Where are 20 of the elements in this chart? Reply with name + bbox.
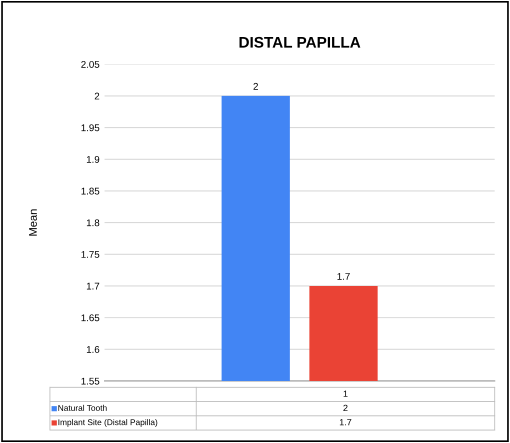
text: 1.7 (340, 419, 352, 426)
x-tick-label: 1 (344, 390, 348, 397)
y-tick-label: 1.95 (82, 124, 100, 132)
y-tick-label: 1.65 (82, 314, 100, 322)
y-tick-label: 2.05 (81, 60, 100, 68)
y-tick-label: 1.6 (86, 346, 100, 353)
text: 2 (343, 404, 348, 412)
y-tick-label: 1.8 (86, 219, 100, 226)
y-tick-label: 1.55 (82, 378, 100, 385)
y-axis-title: Mean (29, 209, 37, 236)
y-tick-label: 2 (94, 92, 100, 100)
y-tick-label: 1.9 (86, 156, 100, 163)
chart-title: DISTAL PAPILLA (240, 36, 360, 48)
y-tick-label: 1.75 (82, 251, 100, 258)
legend-label: Natural Tooth (58, 404, 107, 411)
data-label: 1.7 (338, 273, 350, 280)
y-tick-label: 1.85 (82, 188, 100, 195)
legend-label: Implant Site (Distal Papilla) (58, 419, 158, 427)
y-tick-label: 1.7 (86, 282, 100, 290)
data-label: 2 (254, 82, 258, 90)
